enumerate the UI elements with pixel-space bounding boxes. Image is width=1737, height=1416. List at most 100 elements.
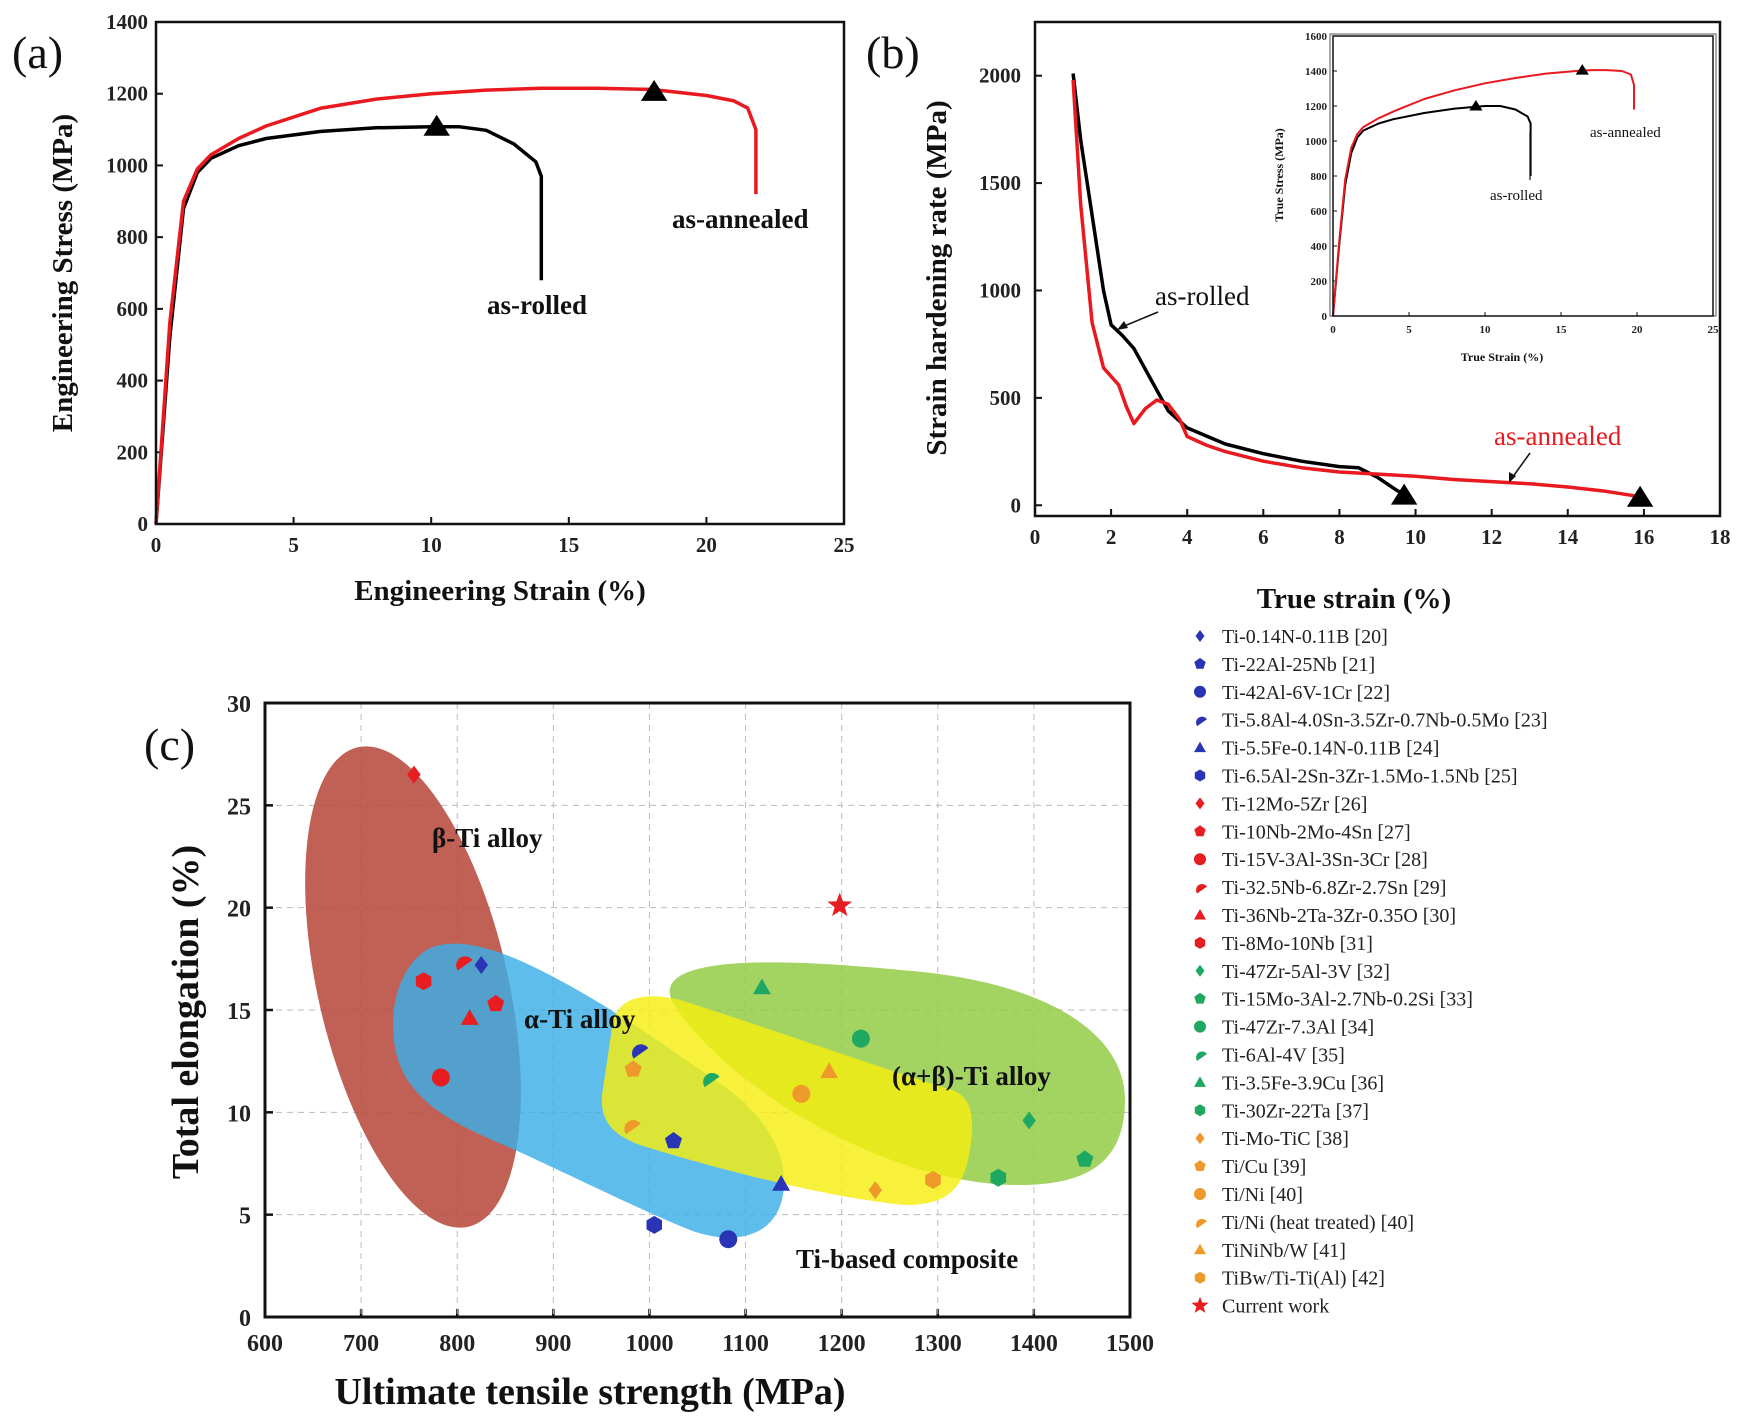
x-tick-label: 10 <box>1405 525 1426 549</box>
legend-marker-Ti/Cu <box>1194 1160 1206 1171</box>
legend-marker-Ti-10Nb-2Mo-4Sn <box>1194 825 1206 837</box>
panel-b-arrowhead-annealed <box>1509 472 1516 483</box>
point-Ti-8Mo-10Nb <box>415 972 432 991</box>
legend-marker-Ti-0.14N-0.11B <box>1195 630 1205 642</box>
region-label-alpha-beta: (α+β)-Ti alloy <box>892 1061 1051 1091</box>
y-tick-label: 1400 <box>106 10 148 34</box>
panel-c-frame <box>263 701 1132 1319</box>
point-Ti-5.8Al-4.0Sn-3.5Zr-0.7Nb-0.5Mo <box>632 1044 649 1059</box>
y-tick-label: 25 <box>227 794 251 820</box>
legend-label-Ti-3.5Fe-3.9Cu: Ti-3.5Fe-3.9Cu [36] <box>1222 1072 1384 1094</box>
point-Ti-5.5Fe-0.14N-0.11B <box>772 1174 791 1191</box>
legend-marker-Ti-6Al-4V <box>1196 1051 1207 1061</box>
point-Ti-32.5Nb-6.8Zr-2.7Sn <box>456 956 473 971</box>
panel-b-label: (b) <box>866 27 920 78</box>
y-tick-label: 2000 <box>979 64 1021 88</box>
inset-peak-marker-as-annealed <box>1575 64 1589 75</box>
legend-marker-Ti-36Nb-2Ta-3Zr-0.35O <box>1194 909 1206 920</box>
x-tick-label: 1300 <box>914 1331 962 1357</box>
point-TiNiNb/W <box>820 1062 839 1079</box>
y-tick-label: 600 <box>117 297 149 321</box>
legend-marker-Ti-12Mo-5Zr <box>1195 797 1205 810</box>
panel-a-frame <box>154 20 846 526</box>
x-tick-label: 20 <box>696 533 717 557</box>
x-tick-label: 25 <box>1708 324 1720 336</box>
legend-marker-Ti-15Mo-3Al-2.7Nb-0.2Si <box>1194 992 1206 1004</box>
y-tick-label: 200 <box>1311 276 1328 288</box>
legend-label-Ti-Mo-TiC: Ti-Mo-TiC [38] <box>1222 1128 1349 1150</box>
y-tick-label: 15 <box>227 999 251 1025</box>
region-composite <box>601 996 973 1205</box>
x-tick-label: 16 <box>1633 525 1654 549</box>
inset-grid-ticks: 0 5 10 15 20 25 0 200 400 600 800 1000 1200 1400 1600 <box>1305 31 1719 336</box>
y-tick-label: 1600 <box>1305 31 1328 43</box>
y-tick-label: 400 <box>1311 241 1328 253</box>
inset-peak-marker-as-rolled <box>1469 100 1483 111</box>
x-tick-label: 12 <box>1481 525 1502 549</box>
inset-series <box>1332 64 1635 317</box>
legend-marker-Ti-Mo-TiC <box>1195 1132 1205 1145</box>
legend-label-Ti-32.5Nb-6.8Zr-2.7Sn: Ti-32.5Nb-6.8Zr-2.7Sn [29] <box>1222 877 1446 899</box>
panel-a-label: (a) <box>12 27 63 78</box>
legend-label-Ti-47Zr-7.3Al: Ti-47Zr-7.3Al [34] <box>1222 1017 1374 1039</box>
a-peak-marker-as-rolled <box>423 114 450 136</box>
x-tick-label: 2 <box>1106 525 1117 549</box>
legend-label-Ti-42Al-6V-1Cr: Ti-42Al-6V-1Cr [22] <box>1222 682 1390 704</box>
x-tick-label: 4 <box>1182 525 1193 549</box>
panel-c: (c) 600 700 800 900 1000 1100 1200 1300 1400 1500… <box>144 626 1548 1413</box>
legend-label-Ti-15V-3Al-3Sn-3Cr: Ti-15V-3Al-3Sn-3Cr [28] <box>1222 849 1428 871</box>
y-tick-label: 400 <box>117 369 149 393</box>
legend-label-Ti/Ni: Ti/Ni [40] <box>1222 1184 1303 1206</box>
legend-marker-Ti-47Zr-7.3Al <box>1194 1020 1206 1033</box>
inset-xlabel: True Strain (%) <box>1461 350 1543 364</box>
panel-b-ylabel: Strain hardening rate (MPa) <box>921 100 953 455</box>
legend-label-Ti-0.14N-0.11B: Ti-0.14N-0.11B [20] <box>1222 626 1388 648</box>
region-label-beta: β-Ti alloy <box>432 823 543 853</box>
legend-label-Ti-30Zr-22Ta: Ti-30Zr-22Ta [37] <box>1222 1100 1369 1122</box>
legend-label-Ti-5.8Al-4.0Sn-3.5Zr-0.7Nb-0.5Mo: Ti-5.8Al-4.0Sn-3.5Zr-0.7Nb-0.5Mo [23] <box>1222 710 1548 732</box>
y-tick-label: 1500 <box>979 171 1021 195</box>
panel-c-markers <box>407 765 1094 1249</box>
region-label-alpha: α-Ti alloy <box>524 1004 636 1034</box>
point-Ti-Mo-TiC <box>868 1181 883 1200</box>
point-Ti-6.5Al-2Sn-3Zr-1.5Mo-1.5Nb <box>646 1215 662 1234</box>
legend-label-Ti-36Nb-2Ta-3Zr-0.35O: Ti-36Nb-2Ta-3Zr-0.35O [30] <box>1222 905 1456 927</box>
panel-a-annot-annealed: as-annealed <box>672 204 809 234</box>
point-Ti-47Zr-7.3Al <box>851 1029 870 1048</box>
point-TiBw/Ti-Ti(Al) <box>925 1170 941 1189</box>
panel-b-inset: 0 5 10 15 20 2502004006008001000120014001600 … <box>1272 31 1719 364</box>
x-tick-label: 14 <box>1557 525 1579 549</box>
x-tick-label: 1500 <box>1106 1331 1154 1357</box>
y-tick-label: 0 <box>1322 311 1328 323</box>
legend-marker-Ti-5.5Fe-0.14N-0.11B <box>1194 741 1206 753</box>
legend-label-Ti-15Mo-3Al-2.7Nb-0.2Si: Ti-15Mo-3Al-2.7Nb-0.2Si [33] <box>1222 989 1473 1011</box>
legend-label-TiBw/Ti-Ti(Al): TiBw/Ti-Ti(Al) [42] <box>1222 1268 1385 1290</box>
legend-marker-Ti-42Al-6V-1Cr <box>1194 685 1206 698</box>
legend-marker-Current work <box>1191 1296 1209 1313</box>
x-tick-label: 18 <box>1710 525 1731 549</box>
point-Ti-6Al-4V <box>703 1072 720 1088</box>
point-Current work <box>827 892 853 917</box>
x-tick-label: 25 <box>834 533 855 557</box>
y-tick-label: 0 <box>1011 493 1022 517</box>
panel-b-series <box>1071 73 1654 507</box>
legend-marker-Ti-47Zr-5Al-3V <box>1195 964 1205 977</box>
legend-marker-Ti-32.5Nb-6.8Zr-2.7Sn <box>1196 884 1207 894</box>
legend-label-Ti/Ni (heat treated): Ti/Ni (heat treated) [40] <box>1222 1212 1414 1234</box>
x-tick-label: 15 <box>1556 324 1568 336</box>
x-tick-label: 900 <box>535 1331 571 1357</box>
legend-marker-TiNiNb/W <box>1194 1243 1206 1255</box>
inset-line-as-annealed <box>1332 69 1635 317</box>
x-tick-label: 15 <box>558 533 579 557</box>
b-line-as-annealed <box>1071 79 1641 499</box>
point-Ti-12Mo-5Zr <box>407 765 421 784</box>
inset-frame <box>1332 35 1714 317</box>
inset-ylabel: True Stress (MPa) <box>1272 128 1286 222</box>
x-tick-label: 0 <box>1030 525 1041 549</box>
legend-label-Ti-22Al-25Nb: Ti-22Al-25Nb [21] <box>1222 654 1375 676</box>
panel-c-ylabel: Total elongation (%) <box>165 845 207 1179</box>
legend-label-Ti-6.5Al-2Sn-3Zr-1.5Mo-1.5Nb: Ti-6.5Al-2Sn-3Zr-1.5Mo-1.5Nb [25] <box>1222 766 1518 788</box>
legend-label-Ti-12Mo-5Zr: Ti-12Mo-5Zr [26] <box>1222 793 1367 815</box>
y-tick-label: 30 <box>227 692 251 718</box>
